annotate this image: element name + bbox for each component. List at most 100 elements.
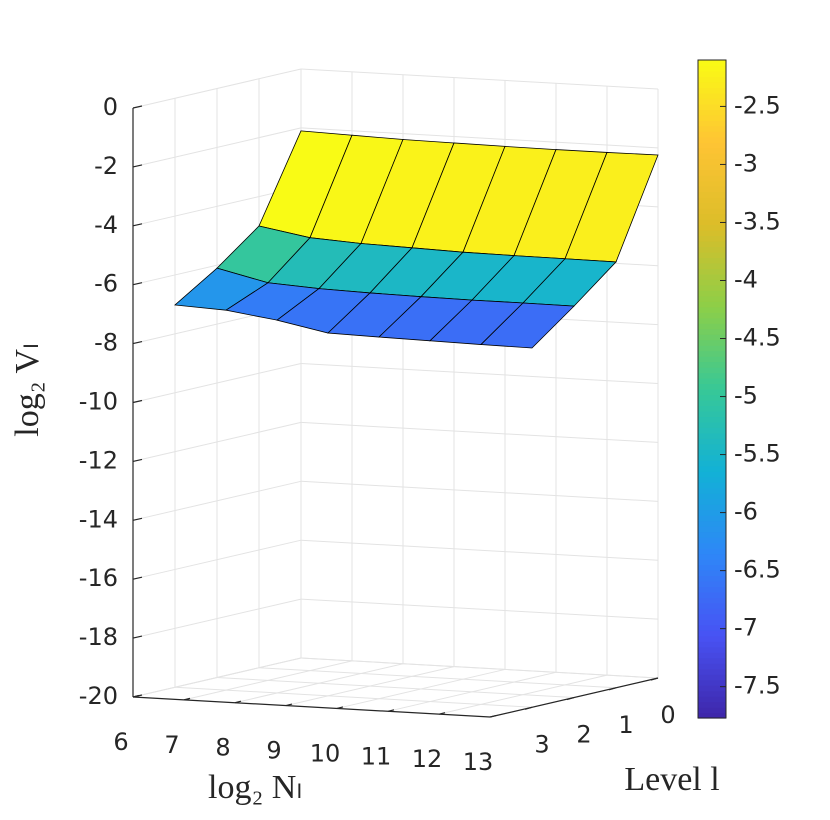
colorbar-tick-label: -3.5 — [734, 207, 781, 235]
colorbar-band — [698, 70, 726, 78]
z-tick-label: -2 — [94, 152, 118, 180]
colorbar-band — [698, 197, 726, 204]
colorbar-band — [698, 476, 726, 483]
colorbar-band — [698, 531, 726, 538]
colorbar-band — [698, 290, 726, 297]
tick-mark — [132, 517, 143, 521]
colorbar-band — [698, 367, 726, 374]
colorbar-band — [698, 213, 726, 220]
colorbar-band — [698, 449, 726, 456]
y-axis-label: Level l — [624, 761, 719, 798]
colorbar-band — [698, 493, 726, 500]
tick-mark — [132, 694, 140, 698]
colorbar-band — [698, 136, 726, 143]
grid-line — [132, 127, 302, 168]
colorbar-tick-label: -5.5 — [734, 440, 781, 468]
colorbar-band — [698, 504, 726, 511]
colorbar-tick-label: -7 — [734, 614, 758, 642]
colorbar-band — [698, 613, 726, 620]
colorbar-band — [698, 169, 726, 176]
colorbar-band — [698, 191, 726, 198]
grid-line — [132, 657, 302, 698]
colorbar-band — [698, 465, 726, 472]
x-tick-label: 9 — [266, 737, 281, 765]
colorbar-band — [698, 624, 726, 631]
colorbar-band — [698, 608, 726, 615]
colorbar-band — [698, 317, 726, 324]
z-tick-label: -20 — [79, 682, 118, 710]
grid-line — [132, 598, 302, 639]
colorbar-band — [698, 690, 726, 697]
grid-line — [300, 598, 659, 620]
grid-line — [300, 68, 659, 90]
tick-mark — [285, 703, 293, 707]
surface-patch — [480, 302, 575, 349]
axis-line — [132, 696, 491, 718]
tick-mark — [650, 677, 659, 681]
colorbar-band — [698, 328, 726, 335]
colorbar-band — [698, 306, 726, 313]
colorbar-band — [698, 251, 726, 258]
colorbar-band — [698, 219, 726, 226]
colorbar-tick-label: -2.5 — [734, 91, 781, 119]
colorbar-band — [698, 646, 726, 653]
colorbar-band — [698, 147, 726, 154]
tick-mark — [387, 709, 395, 712]
colorbar-band — [698, 103, 726, 110]
z-tick-label: -18 — [79, 623, 118, 651]
colorbar-band — [698, 602, 726, 609]
colorbar-band — [698, 597, 726, 604]
colorbar-band — [698, 339, 726, 346]
x-tick-label: 6 — [113, 728, 128, 756]
tick-mark — [132, 458, 143, 462]
colorbar-band — [698, 87, 726, 94]
colorbar-band — [698, 120, 726, 127]
grid-line — [132, 68, 302, 109]
colorbar-band — [698, 268, 726, 275]
colorbar-band — [698, 81, 726, 89]
colorbar-band — [698, 235, 726, 242]
colorbar-band — [698, 229, 726, 237]
colorbar-band — [698, 537, 726, 544]
grid-line — [132, 421, 302, 462]
colorbar-band — [698, 114, 726, 121]
colorbar-band — [698, 575, 726, 582]
colorbar-band — [698, 60, 726, 67]
grid-line — [216, 677, 575, 699]
x-tick-label: 8 — [215, 734, 230, 762]
colorbar-band — [698, 224, 726, 231]
colorbar-band — [698, 350, 726, 357]
grid-line — [300, 657, 659, 679]
colorbar-band — [698, 405, 726, 412]
colorbar-frame — [697, 59, 727, 719]
colorbar-tick-label: -6 — [734, 498, 758, 526]
tick-mark — [566, 696, 575, 701]
colorbar-band — [698, 498, 726, 505]
colorbar-band — [698, 399, 726, 407]
y-tick-label: 1 — [618, 711, 633, 739]
colorbar-band — [698, 712, 726, 719]
grid-line — [300, 127, 659, 149]
colorbar-band — [698, 262, 726, 269]
tick-mark — [132, 399, 143, 404]
grid-line — [258, 667, 617, 689]
colorbar-band — [698, 142, 726, 149]
z-tick-label: -4 — [94, 211, 118, 239]
tick-mark — [489, 714, 497, 718]
colorbar-band — [698, 279, 726, 286]
colorbar-band — [698, 301, 726, 308]
colorbar-band — [698, 323, 726, 330]
colorbar-band — [698, 98, 726, 105]
colorbar-band — [698, 361, 726, 368]
colorbar-band — [698, 416, 726, 423]
grid-line — [300, 480, 659, 502]
colorbar-tick-label: -5 — [734, 382, 758, 410]
colorbar-band — [698, 460, 726, 467]
colorbar-tick-label: -4 — [734, 265, 758, 293]
z-tick-label: -12 — [79, 446, 118, 474]
grid-line — [174, 686, 533, 708]
tick-mark — [132, 635, 143, 639]
colorbar-band — [698, 180, 726, 187]
x-tick-label: 10 — [310, 739, 341, 767]
y-tick-label: 0 — [660, 701, 675, 729]
